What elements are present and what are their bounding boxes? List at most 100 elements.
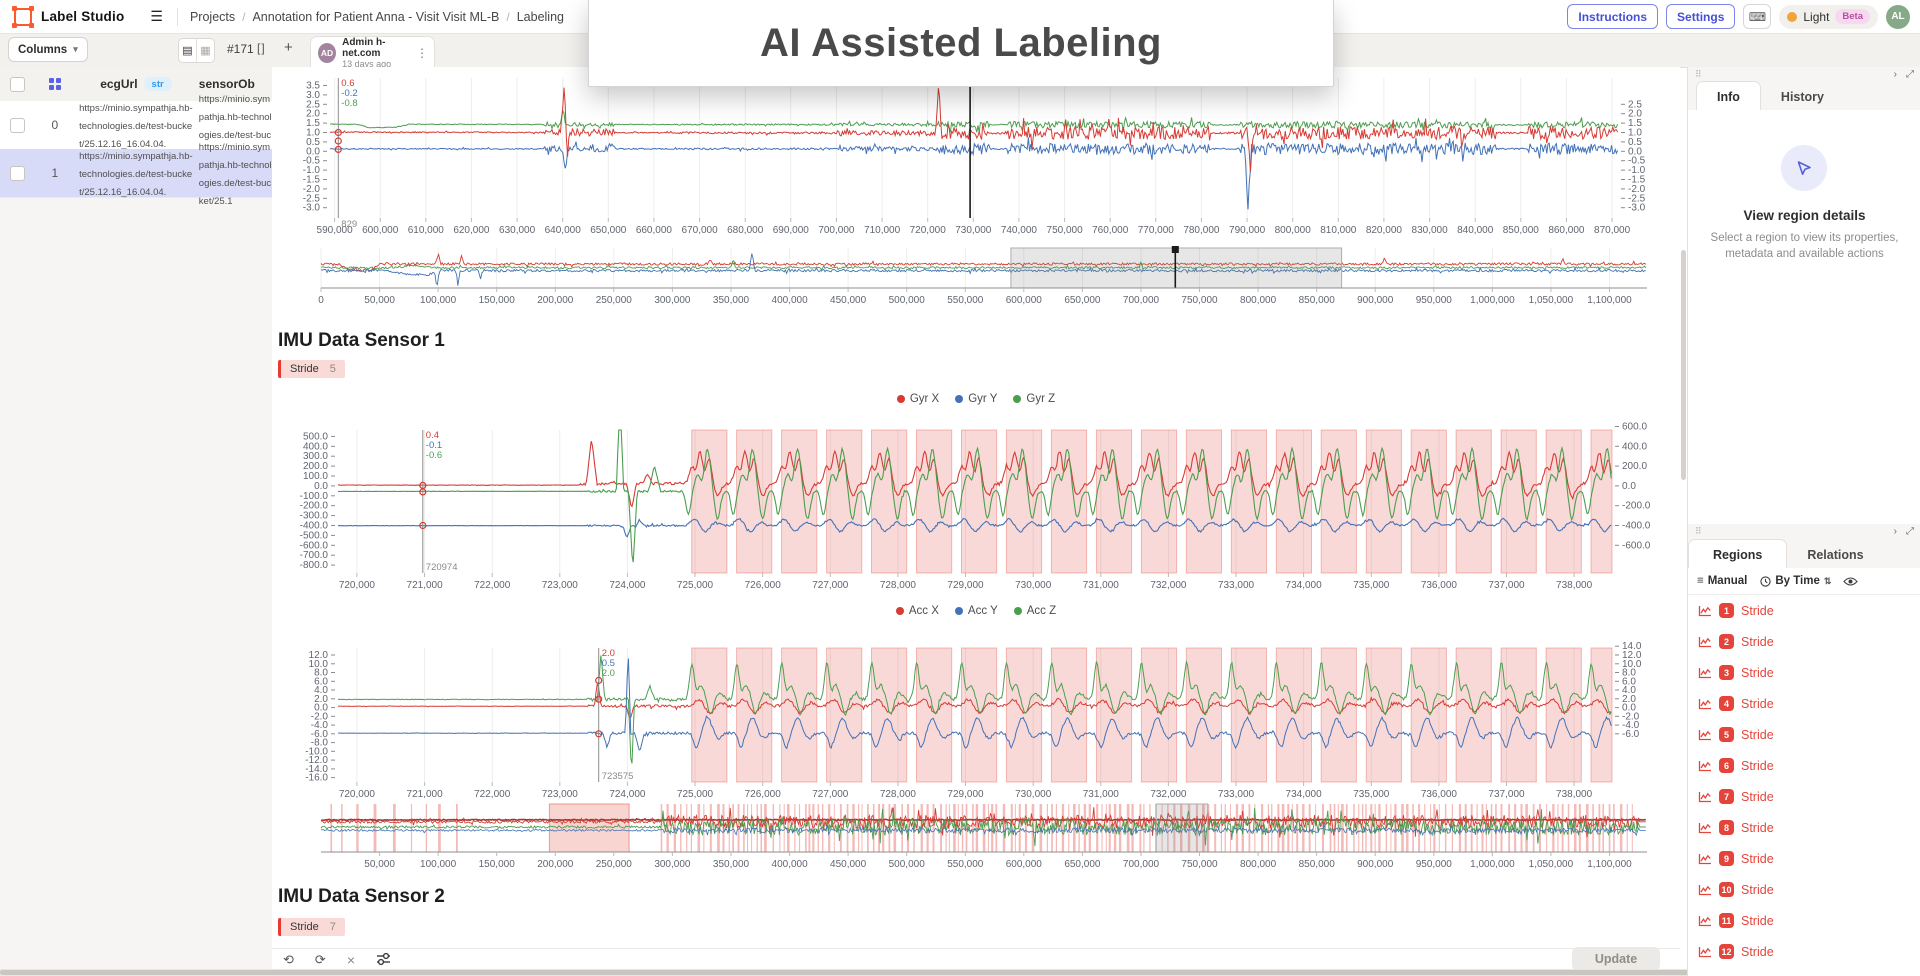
select-all-checkbox[interactable] (9, 76, 25, 92)
region-list-item[interactable]: 10 Stride (1688, 874, 1920, 905)
region-list-item[interactable]: 11 Stride (1688, 905, 1920, 936)
tab-relations[interactable]: Relations (1807, 547, 1864, 562)
region-list-item[interactable]: 4 Stride (1688, 688, 1920, 719)
sort-by-time-button[interactable]: By Time ⇅ (1760, 575, 1831, 587)
column-header-ecgurl[interactable]: ecgUrl (100, 77, 138, 91)
settings-sliders-button[interactable] (376, 952, 391, 968)
collapse-annotations-icon[interactable]: [ ] (257, 41, 265, 55)
ecg-url-cell: https://minio.sympathja.hb-technologies.… (79, 151, 193, 198)
scrollbar-thumb[interactable] (0, 970, 1690, 975)
list-view-icon[interactable]: ▤ (179, 39, 197, 62)
drag-handle-icon[interactable]: ⠿ (1695, 526, 1702, 536)
svg-text:0.5: 0.5 (306, 137, 320, 148)
svg-text:8.0: 8.0 (1622, 668, 1636, 679)
legend-item-acc-z[interactable]: Acc Z (1013, 605, 1056, 617)
legend-item-acc-x[interactable]: Acc X (895, 605, 939, 617)
hamburger-menu-icon[interactable]: ☰ (150, 8, 163, 24)
svg-text:3.5: 3.5 (306, 81, 320, 92)
breadcrumb-projects[interactable]: Projects (189, 9, 236, 24)
view-mode-toggle[interactable]: ▤ ▦ (178, 38, 215, 63)
region-index-badge: 6 (1719, 758, 1734, 773)
svg-text:250,000: 250,000 (596, 859, 633, 870)
theme-toggle[interactable]: Light Beta (1779, 4, 1878, 29)
vertical-scrollbar-thumb[interactable] (1681, 250, 1686, 480)
row-index: 1 (51, 166, 59, 180)
column-header-sensorobj[interactable]: sensorOb (198, 77, 255, 91)
svg-text:2.0: 2.0 (602, 648, 615, 659)
horizontal-scrollbar[interactable] (0, 969, 1920, 976)
region-list-item[interactable]: 2 Stride (1688, 626, 1920, 657)
region-list-item[interactable]: 9 Stride (1688, 843, 1920, 874)
svg-text:733,000: 733,000 (1218, 580, 1255, 591)
banner-title: AI Assisted Labeling (760, 20, 1162, 65)
tab-info[interactable]: Info (1696, 81, 1761, 111)
undo-button[interactable]: ⟲ (283, 952, 294, 967)
acc-chart-sensor1[interactable]: 720,000 721,000 722,000 723,000 724,000 725,0… (272, 638, 1680, 811)
hotkeys-keyboard-button[interactable]: ⌨ (1743, 4, 1772, 29)
table-row[interactable]: 0 https://minio.sympathja.hb-technologie… (0, 94, 272, 159)
region-label: Stride (1741, 944, 1774, 959)
annotation-tab[interactable]: AD Admin h-net.com 13 days ago ⋮ (310, 36, 435, 69)
breadcrumb-project-name[interactable]: Annotation for Patient Anna - Visit Visi… (252, 9, 500, 24)
tab-history[interactable]: History (1780, 89, 1824, 104)
svg-text:737,000: 737,000 (1488, 580, 1525, 591)
legend-item-gyr-x[interactable]: Gyr X (896, 393, 939, 405)
row-checkbox[interactable] (9, 117, 25, 133)
svg-text:736,000: 736,000 (1421, 789, 1458, 800)
svg-text:721,000: 721,000 (407, 789, 444, 800)
region-list-item[interactable]: 6 Stride (1688, 750, 1920, 781)
region-label: Stride (1741, 789, 1774, 804)
stride-label-chip-sensor1[interactable]: Stride 5 (278, 360, 345, 378)
update-button[interactable]: Update (1572, 947, 1660, 971)
settings-button[interactable]: Settings (1666, 4, 1736, 29)
tasks-table-panel: ecgUrl str sensorOb 0 https://minio.symp… (0, 67, 273, 969)
svg-text:6.0: 6.0 (314, 676, 328, 687)
svg-text:-2.0: -2.0 (1628, 184, 1646, 195)
region-list-item[interactable]: 5 Stride (1688, 719, 1920, 750)
ecg-overview-range-slider[interactable]: 0 50,000 100,000 150,000 200,000 250,000 300,0… (272, 244, 1680, 315)
legend-item-acc-y[interactable]: Acc Y (954, 605, 998, 617)
regions-toolbar: ≡ Manual By Time ⇅ (1688, 568, 1920, 595)
region-list-item[interactable]: 1 Stride (1688, 595, 1920, 626)
user-avatar[interactable]: AL (1886, 4, 1910, 29)
gyro-chart-sensor1[interactable]: 720,000 721,000 722,000 723,000 724,000 725,0… (272, 382, 1680, 601)
kebab-menu-icon[interactable]: ⋮ (416, 45, 428, 60)
svg-text:-16.0: -16.0 (305, 773, 328, 784)
svg-text:810,000: 810,000 (1320, 225, 1357, 236)
region-list-item[interactable]: 7 Stride (1688, 781, 1920, 812)
ecg-time-series-chart[interactable]: 590,000 600,000 610,000 620,000 630,000 640,0… (272, 68, 1680, 249)
drag-handle-icon[interactable]: ⠿ (1695, 69, 1702, 79)
svg-text:-3.0: -3.0 (1628, 203, 1646, 214)
region-list-item[interactable]: 3 Stride (1688, 657, 1920, 688)
svg-text:710,000: 710,000 (864, 225, 901, 236)
table-row-selected[interactable]: 1 https://minio.sympathja.hb-technologie… (0, 142, 272, 207)
stride-label-chip-sensor2[interactable]: Stride 7 (278, 918, 345, 936)
tab-regions[interactable]: Regions (1688, 539, 1788, 569)
legend-item-gyr-y[interactable]: Gyr Y (955, 393, 997, 405)
row-checkbox[interactable] (9, 165, 25, 181)
region-index-badge: 3 (1719, 665, 1734, 680)
region-list-item[interactable]: 8 Stride (1688, 812, 1920, 843)
region-list-item[interactable]: 12 Stride (1688, 936, 1920, 967)
imu-overview-range-slider[interactable]: 50,000 100,000 150,000 200,000 250,000 300,00… (272, 800, 1680, 875)
toggle-visibility-button[interactable] (1843, 576, 1859, 587)
svg-text:0.5: 0.5 (1628, 137, 1642, 148)
svg-text:770,000: 770,000 (1138, 225, 1175, 236)
grid-view-icon[interactable]: ▦ (200, 45, 211, 57)
expand-panel-icon[interactable]: ⤢ (1906, 526, 1914, 537)
menu-lines-icon: ≡ (1697, 575, 1704, 587)
expand-grid-icon[interactable] (48, 78, 61, 90)
reset-button[interactable]: × (346, 951, 355, 968)
svg-text:2.0: 2.0 (602, 668, 615, 679)
expand-panel-icon[interactable]: ⤢ (1906, 69, 1914, 80)
svg-text:600,000: 600,000 (1006, 859, 1043, 870)
manual-group-button[interactable]: ≡ Manual (1697, 575, 1748, 587)
instructions-button[interactable]: Instructions (1567, 4, 1659, 29)
collapse-panel-icon[interactable]: › (1893, 69, 1897, 80)
collapse-panel-icon[interactable]: › (1893, 526, 1897, 537)
redo-button[interactable]: ⟳ (314, 952, 326, 967)
columns-button[interactable]: Columns ▾ (8, 37, 88, 62)
legend-item-gyr-z[interactable]: Gyr Z (1013, 393, 1055, 405)
add-annotation-icon[interactable]: + (284, 39, 293, 56)
svg-text:738,000: 738,000 (1556, 789, 1593, 800)
